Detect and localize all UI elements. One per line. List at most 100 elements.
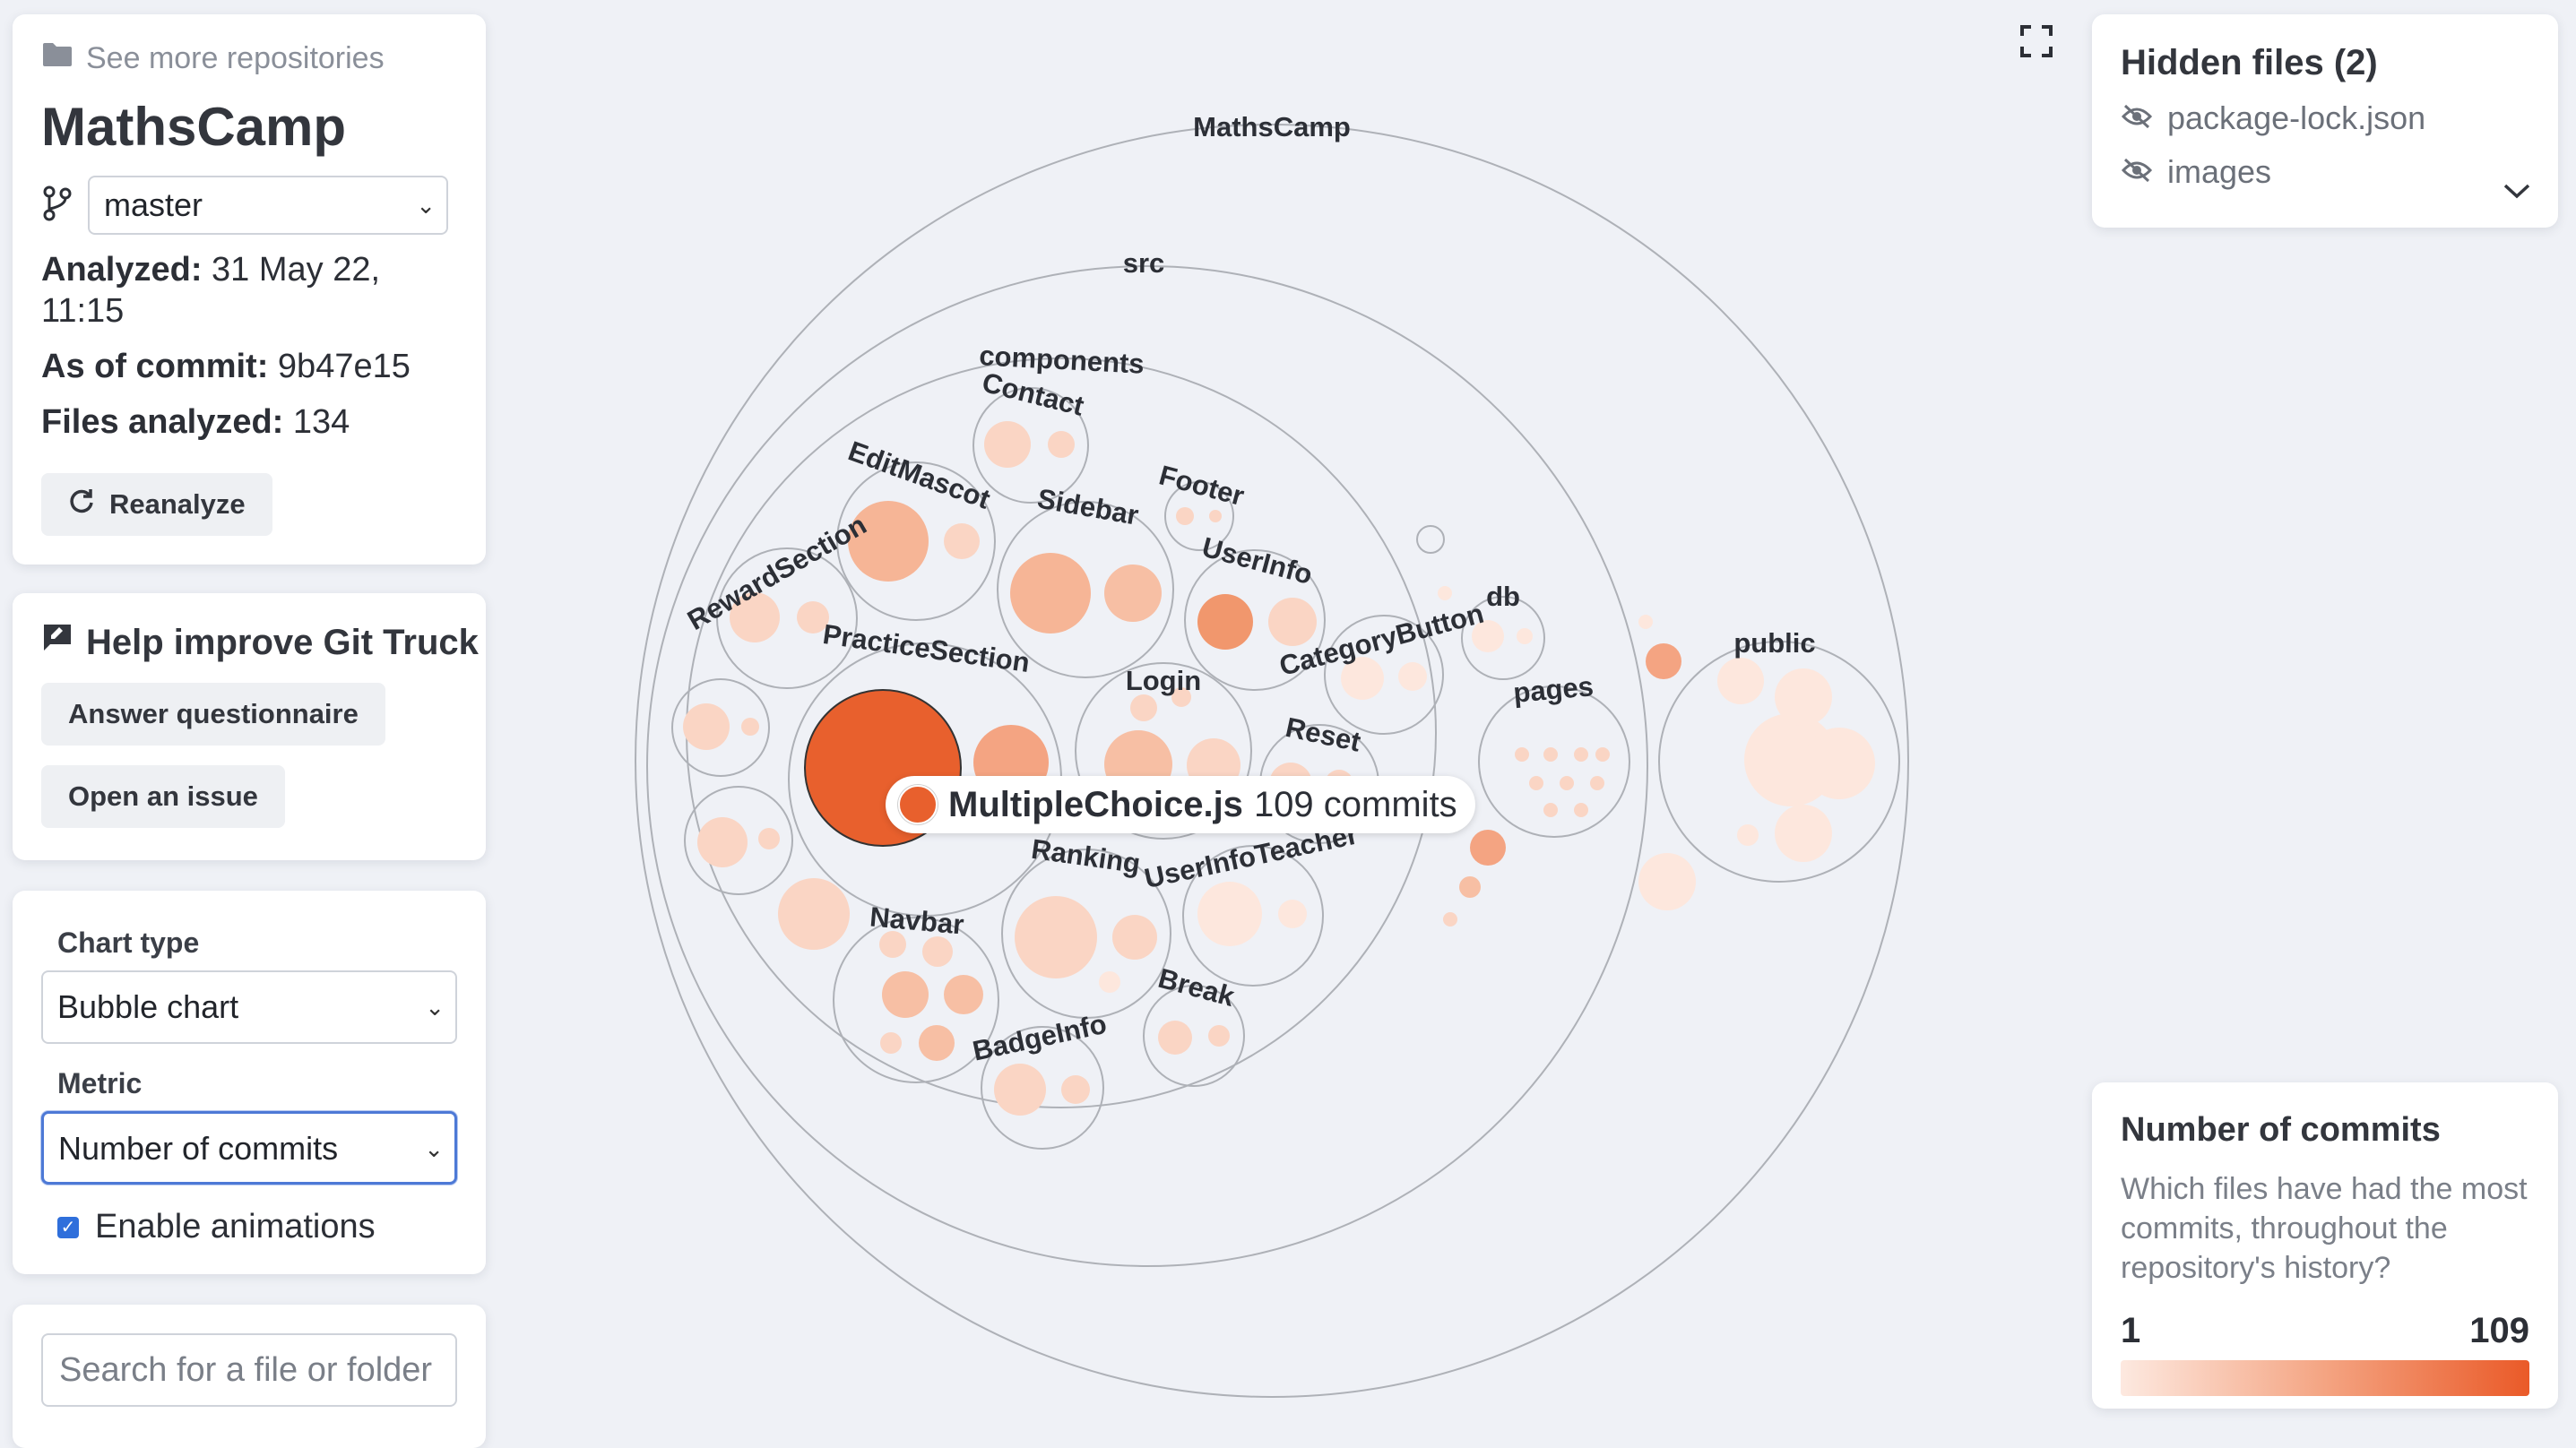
file-bubble[interactable]: [1398, 662, 1427, 691]
file-bubble[interactable]: [1574, 747, 1588, 762]
folder-circle-userinfo[interactable]: [1184, 549, 1326, 691]
branch-select[interactable]: master ⌄: [88, 176, 448, 235]
folder-circle-categorybutton[interactable]: [1324, 615, 1444, 735]
file-bubble[interactable]: [984, 421, 1031, 468]
file-bubble[interactable]: [1775, 668, 1832, 726]
file-bubble[interactable]: [1472, 620, 1504, 652]
folder-circle-badgeinfo[interactable]: [981, 1026, 1104, 1150]
file-bubble[interactable]: [797, 601, 829, 634]
folder-circle-pages[interactable]: [1478, 685, 1630, 838]
folder-circle-login[interactable]: [1075, 662, 1252, 840]
file-bubble[interactable]: [879, 931, 906, 958]
folder-circle-break[interactable]: [1143, 985, 1245, 1087]
folder-circle-userinfoteacher[interactable]: [1182, 845, 1324, 987]
file-bubble[interactable]: [1130, 694, 1157, 721]
file-bubble[interactable]: [848, 501, 929, 582]
file-bubble[interactable]: [1438, 586, 1452, 600]
file-bubble[interactable]: [1061, 1075, 1090, 1104]
eye-off-icon[interactable]: [2121, 99, 2153, 137]
folder-circle-db[interactable]: [1461, 596, 1545, 680]
folder-circle-contact[interactable]: [972, 387, 1089, 504]
file-bubble[interactable]: [1208, 1025, 1230, 1047]
file-bubble[interactable]: [1197, 882, 1262, 946]
folder-circle-unnamed-1[interactable]: [671, 678, 770, 777]
metric-select[interactable]: Number of commits ⌄: [41, 1111, 457, 1185]
answer-questionnaire-button[interactable]: Answer questionnaire: [41, 683, 385, 746]
file-bubble[interactable]: [1104, 565, 1162, 622]
file-bubble[interactable]: [880, 1032, 902, 1054]
hidden-files-panel: Hidden files (2) package-lock.json image…: [2092, 14, 2558, 228]
folder-circle-rewardsection[interactable]: [716, 547, 858, 689]
folder-circle-sidebar[interactable]: [997, 501, 1174, 678]
file-bubble[interactable]: [1158, 1021, 1192, 1055]
file-bubble[interactable]: [1775, 805, 1832, 862]
folder-circle-unnamed-2[interactable]: [684, 786, 793, 895]
file-bubble[interactable]: [1197, 594, 1253, 650]
file-bubble[interactable]: [778, 878, 850, 950]
file-bubble[interactable]: [1268, 598, 1317, 646]
file-bubble[interactable]: [1737, 824, 1759, 846]
file-bubble[interactable]: [1515, 747, 1529, 762]
chevron-down-icon[interactable]: [2503, 182, 2531, 204]
folder-circle-navbar[interactable]: [833, 917, 999, 1083]
file-bubble[interactable]: [1529, 776, 1543, 790]
folder-circle-src[interactable]: [646, 265, 1648, 1267]
folder-circle-editmascot[interactable]: [836, 461, 996, 621]
fullscreen-icon[interactable]: [2018, 23, 2054, 64]
file-bubble[interactable]: [882, 971, 929, 1018]
folder-circle-unnamed-3[interactable]: [1416, 525, 1445, 554]
file-bubble[interactable]: [1560, 776, 1574, 790]
open-issue-button[interactable]: Open an issue: [41, 765, 285, 828]
file-bubble[interactable]: [1638, 615, 1653, 629]
file-bubble[interactable]: [922, 936, 953, 967]
file-bubble[interactable]: [741, 718, 759, 736]
chevron-down-icon: ⌄: [424, 1135, 444, 1162]
hidden-file-item[interactable]: package-lock.json: [2121, 99, 2529, 137]
file-bubble[interactable]: [1171, 687, 1191, 707]
eye-off-icon[interactable]: [2121, 153, 2153, 191]
folder-label-sidebar: Sidebar: [1035, 483, 1141, 531]
file-bubble[interactable]: [1717, 658, 1764, 704]
see-more-repositories-link[interactable]: See more repositories: [41, 41, 457, 76]
folder-circle-footer[interactable]: [1164, 481, 1234, 551]
file-bubble[interactable]: [1595, 747, 1610, 762]
file-bubble[interactable]: [1176, 507, 1194, 525]
file-bubble[interactable]: [1048, 431, 1075, 458]
file-bubble[interactable]: [730, 592, 780, 642]
file-bubble[interactable]: [1278, 900, 1307, 928]
file-bubble[interactable]: [1015, 896, 1097, 978]
file-bubble[interactable]: [1341, 657, 1384, 700]
animations-toggle[interactable]: ✓ Enable animations: [57, 1208, 457, 1246]
folder-circle-ranking[interactable]: [1001, 849, 1171, 1019]
file-bubble[interactable]: [944, 975, 983, 1014]
file-bubble[interactable]: [1010, 553, 1091, 634]
file-bubble[interactable]: [1646, 643, 1681, 679]
file-bubble[interactable]: [1543, 803, 1558, 817]
file-bubble[interactable]: [1443, 912, 1457, 927]
file-bubble[interactable]: [1470, 830, 1506, 866]
file-bubble[interactable]: [944, 523, 980, 559]
hidden-file-item[interactable]: images: [2121, 153, 2529, 191]
chart-type-select[interactable]: Bubble chart ⌄: [41, 970, 457, 1044]
file-bubble[interactable]: [1099, 971, 1120, 993]
file-bubble[interactable]: [919, 1025, 955, 1061]
reanalyze-button[interactable]: Reanalyze: [41, 473, 272, 536]
file-bubble[interactable]: [1209, 510, 1222, 522]
folder-circle-root[interactable]: [635, 124, 1909, 1398]
file-bubble[interactable]: [1574, 803, 1588, 817]
search-input[interactable]: Search for a file or folder: [41, 1333, 457, 1407]
file-bubble[interactable]: [1517, 628, 1533, 644]
file-bubble[interactable]: [697, 817, 748, 867]
animations-checkbox[interactable]: ✓: [57, 1216, 79, 1238]
file-bubble[interactable]: [1112, 915, 1157, 960]
file-bubble[interactable]: [1590, 776, 1604, 790]
file-bubble[interactable]: [1459, 876, 1481, 898]
file-bubble[interactable]: [683, 703, 730, 750]
folder-circle-public[interactable]: [1658, 641, 1900, 883]
file-bubble[interactable]: [1803, 728, 1875, 799]
file-bubble[interactable]: [1638, 853, 1696, 910]
file-bubble[interactable]: [994, 1064, 1046, 1116]
file-bubble[interactable]: [758, 828, 780, 849]
file-bubble[interactable]: [1543, 747, 1558, 762]
